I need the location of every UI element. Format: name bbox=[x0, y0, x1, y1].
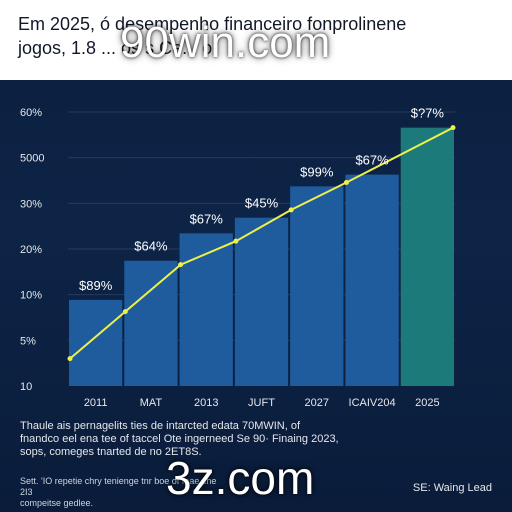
watermark-bottom: 3z.com bbox=[166, 452, 315, 504]
x-tick-label: 2027 bbox=[305, 397, 329, 409]
y-tick-label: 30% bbox=[20, 198, 42, 210]
bar bbox=[179, 233, 233, 386]
y-axis-ticks: 10 5% 10% 20% 30% 5000 60% bbox=[20, 107, 44, 393]
y-tick-label: 20% bbox=[20, 244, 42, 256]
data-label: $89% bbox=[79, 278, 113, 293]
x-tick-label: 2025 bbox=[415, 397, 439, 409]
trend-point bbox=[233, 238, 239, 244]
trend-point bbox=[288, 207, 294, 213]
bar bbox=[234, 217, 289, 386]
y-tick-label: 10 bbox=[20, 381, 32, 393]
data-label: $?7% bbox=[411, 106, 445, 121]
bar bbox=[69, 299, 123, 386]
data-label: $45% bbox=[245, 196, 279, 211]
data-label: $67% bbox=[190, 211, 224, 226]
bar bbox=[400, 127, 454, 387]
data-label: $99% bbox=[300, 164, 334, 179]
x-tick-label: MAT bbox=[140, 397, 163, 409]
watermark-top: 90win.com bbox=[120, 18, 331, 67]
x-tick-label: 2011 bbox=[84, 397, 108, 409]
data-labels: $89% $64% $67% $45% $99% $67% $?7% bbox=[79, 106, 444, 293]
y-tick-label: 5% bbox=[20, 335, 36, 347]
y-tick-label: 60% bbox=[20, 107, 42, 119]
x-tick-label: JUFT bbox=[248, 397, 275, 409]
trend-point bbox=[178, 262, 184, 268]
x-tick-label: 2013 bbox=[194, 397, 218, 409]
data-label: $67% bbox=[355, 153, 389, 168]
trend-point bbox=[122, 309, 128, 315]
chart-footnote: Sett. 'IO repetie chry tenienge tnr boe … bbox=[20, 476, 217, 508]
chart-source: SE: Waing Lead bbox=[412, 482, 492, 494]
trend-point bbox=[450, 125, 456, 131]
x-tick-label: ICAIV204 bbox=[349, 397, 396, 409]
bar bbox=[345, 174, 399, 386]
y-tick-label: 10% bbox=[20, 290, 42, 302]
data-label: $64% bbox=[134, 239, 168, 254]
chart-title: Em 2025, ó desempenho financeiro fonprol… bbox=[18, 14, 407, 58]
title-band bbox=[0, 0, 512, 80]
trend-point bbox=[67, 356, 73, 362]
x-axis-ticks: 2011 MAT 2013 JUFT 2027 ICAIV204 2025 bbox=[84, 397, 440, 409]
chart-caption: Thaule ais pernagelits ties de intarcted… bbox=[20, 420, 339, 458]
trend-line bbox=[67, 125, 456, 362]
trend-point bbox=[343, 179, 349, 185]
bars bbox=[69, 127, 454, 387]
bar bbox=[290, 186, 344, 386]
bar bbox=[124, 260, 178, 386]
y-tick-label: 5000 bbox=[20, 153, 44, 165]
